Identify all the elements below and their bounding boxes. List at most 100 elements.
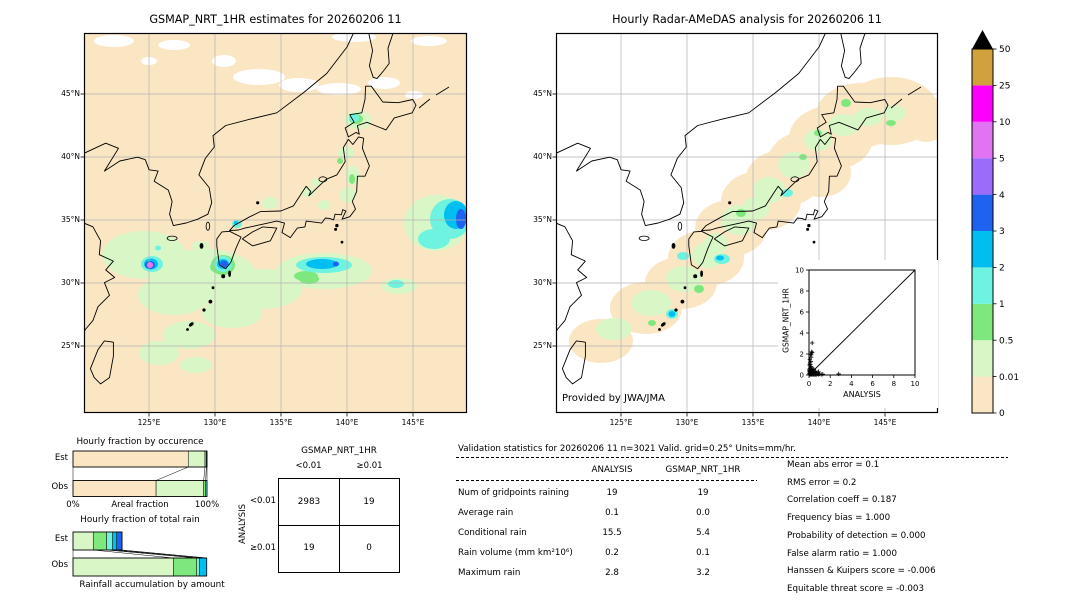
contingency-cell-correct: 0 xyxy=(366,543,372,553)
precip-blob xyxy=(736,209,746,217)
island xyxy=(211,286,215,290)
radar-map: Provided by JWA/JMA 0 0 2 2 4 4 6 6 8 8 10 10 GSMAP… xyxy=(552,32,939,417)
island xyxy=(700,270,704,277)
precip-blob xyxy=(94,35,134,47)
precip-blob xyxy=(337,158,343,164)
map-layers xyxy=(556,33,938,413)
precip-blob xyxy=(318,200,330,210)
precip-blob xyxy=(163,321,215,349)
precip-blob xyxy=(262,197,278,209)
contingency-col-header-1: <0.01 xyxy=(295,461,322,471)
coastline xyxy=(840,33,866,80)
validation-col-gsmap: GSMAP_NRT_1HR xyxy=(665,465,741,475)
lon-tick-right: 125°E xyxy=(609,418,633,427)
island xyxy=(806,227,810,231)
colorbar-tick-label: 50 xyxy=(999,45,1011,55)
coastline xyxy=(216,230,242,270)
precip-blob xyxy=(677,252,689,260)
inset-x-tick-label: 0 xyxy=(807,380,811,388)
lat-tick-left: 45°N xyxy=(61,89,80,98)
precip-blob xyxy=(233,69,285,85)
precip-blob xyxy=(332,33,376,42)
validation-row-label: Rain volume (mm km²10⁶) xyxy=(458,548,573,558)
metric-line: RMS error = 0.2 xyxy=(787,477,857,488)
bar-segment xyxy=(199,557,207,577)
contingency-row-header-1: <0.01 xyxy=(249,496,276,506)
gsmap-map-svg xyxy=(80,32,468,417)
validation-gsmap-value: 0.0 xyxy=(696,508,710,518)
precip-blob xyxy=(349,114,359,122)
flow-connector xyxy=(205,466,207,481)
colorbar-segment xyxy=(972,49,993,86)
precip-blob xyxy=(704,233,728,253)
island xyxy=(208,299,213,304)
data-credit: Provided by JWA/JMA xyxy=(562,393,665,404)
island xyxy=(340,240,344,244)
precip-blob xyxy=(456,209,466,229)
coastline xyxy=(368,33,394,80)
island xyxy=(318,176,328,183)
precip-blob xyxy=(155,245,161,251)
lat-tick-left: 40°N xyxy=(61,152,80,161)
precip-blob xyxy=(908,114,938,142)
precip-blob xyxy=(138,275,210,315)
precip-blob xyxy=(388,280,404,288)
bar-segment xyxy=(72,450,189,468)
colorbar-segment xyxy=(972,267,993,304)
bar-outline xyxy=(72,531,123,551)
metric-line: Mean abs error = 0.1 xyxy=(787,460,880,470)
bar-segment xyxy=(187,450,206,468)
lon-tick-right: 130°E xyxy=(675,418,699,427)
island xyxy=(334,227,338,231)
island xyxy=(807,223,811,228)
precip-blob xyxy=(716,255,724,261)
island xyxy=(728,201,732,205)
validation-analysis-value: 19 xyxy=(606,488,618,498)
validation-col-analysis: ANALYSIS xyxy=(591,465,633,475)
coastline xyxy=(241,226,278,247)
precip-blob xyxy=(294,271,318,281)
flow-connector xyxy=(93,549,174,559)
precip-blob xyxy=(668,311,676,317)
colorbar-segment xyxy=(972,303,993,341)
colorbar-tick-label: 25 xyxy=(999,82,1010,92)
validation-analysis-value: 2.8 xyxy=(605,568,619,578)
contingency-cell-hit: 2983 xyxy=(297,497,321,507)
island xyxy=(812,240,816,244)
contingency-divider-horizontal xyxy=(279,525,399,526)
colorbar-segment xyxy=(972,194,993,231)
validation-row-label: Conditional rain xyxy=(458,528,527,538)
island xyxy=(335,223,339,228)
precip-blob xyxy=(742,197,770,219)
occurrence-x-axis-label: Areal fraction xyxy=(111,500,169,510)
precip-blob xyxy=(180,357,212,373)
coastline xyxy=(556,33,826,227)
inset-x-tick-label: 8 xyxy=(892,380,896,388)
metric-line: Hanssen & Kuipers score = -0.006 xyxy=(787,566,936,577)
validation-gsmap-value: 3.2 xyxy=(696,568,710,578)
precip-blob xyxy=(146,262,154,268)
lat-tick-left: 35°N xyxy=(61,215,80,224)
inset-x-tick-label: 4 xyxy=(849,380,854,388)
precip-blob xyxy=(631,290,671,316)
occurrence-est-label: Est xyxy=(54,453,68,463)
colorbar-tick-label: 0.5 xyxy=(999,336,1013,346)
island xyxy=(677,221,683,231)
precip-blob xyxy=(306,259,338,269)
precip-blob xyxy=(781,189,793,197)
inset-y-tick-label: 2 xyxy=(800,351,804,359)
lon-tick-right: 145°E xyxy=(873,418,897,427)
island xyxy=(166,235,178,241)
precip-blob xyxy=(333,261,339,267)
colorbar-tick-label: 0 xyxy=(999,409,1005,419)
precip-blob xyxy=(841,99,851,107)
bar-segment xyxy=(106,531,113,551)
right-map-title: Hourly Radar-AMeDAS analysis for 2026020… xyxy=(612,13,882,26)
coastline xyxy=(84,222,116,333)
divider-dashed-top xyxy=(456,457,1008,458)
metric-line: Probability of detection = 0.000 xyxy=(787,530,926,541)
island xyxy=(256,201,260,205)
precip-blob xyxy=(886,120,896,126)
colorbar-segment xyxy=(972,85,993,122)
precip-blob xyxy=(666,266,702,292)
